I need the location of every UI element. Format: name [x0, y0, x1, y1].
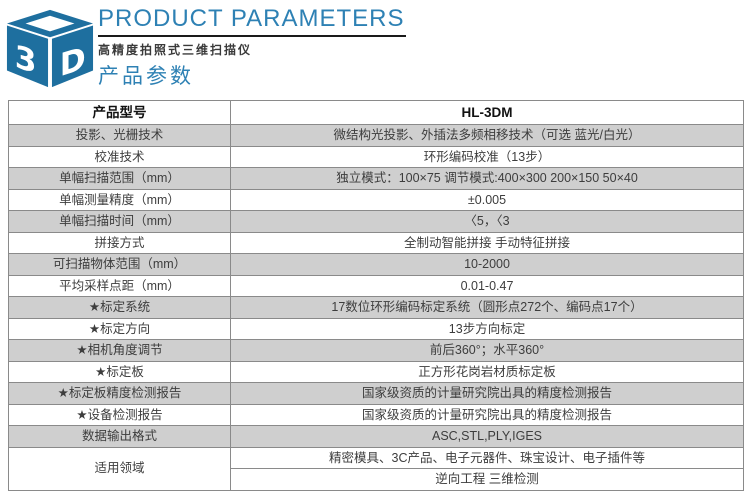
param-label-cell: 单幅测量精度（mm）	[8, 188, 231, 211]
table-row: 产品型号 HL-3DM	[8, 100, 744, 125]
param-label-cell: 拼接方式	[8, 231, 231, 254]
table-row: 可扫描物体范围（mm） 10-2000	[8, 253, 744, 276]
table-row: 平均采样点距（mm） 0.01-0.47	[8, 274, 744, 297]
table-row: 单幅扫描范围（mm） 独立模式：100×75 调节模式:400×300 200×1…	[8, 167, 744, 190]
param-value-cell: 国家级资质的计量研究院出具的精度检测报告	[230, 382, 744, 405]
param-label-cell: ★标定系统	[8, 296, 231, 319]
table-row: 逆向工程 三维检测	[9, 468, 744, 491]
param-value-cell: 环形编码校准（13步）	[230, 145, 744, 168]
3d-cube-logo-icon: 3 D	[5, 7, 95, 94]
param-label-cell: 适用领域	[8, 446, 231, 491]
param-label-cell: 投影、光栅技术	[8, 124, 231, 147]
param-value-cell: 微结构光投影、外插法多频相移技术（可选 蓝光/白光）	[230, 124, 744, 147]
param-label-cell: 产品型号	[8, 100, 231, 125]
param-label-cell: 可扫描物体范围（mm）	[8, 253, 231, 276]
param-label-cell: ★相机角度调节	[8, 339, 231, 362]
param-label-cell: 单幅扫描时间（mm）	[8, 210, 231, 233]
product-parameters-table: 产品型号 HL-3DM 投影、光栅技术 微结构光投影、外插法多频相移技术（可选 蓝光/…	[8, 100, 744, 491]
param-value-cell: 17数位环形编码标定系统（圆形点272个、编码点17个）	[230, 296, 744, 319]
section-title-cn: 产品参数	[98, 65, 194, 88]
param-label-cell: ★标定板精度检测报告	[8, 382, 231, 405]
table-row: 拼接方式 全制动智能拼接 手动特征拼接	[8, 231, 744, 254]
table-row: ★标定板精度检测报告 国家级资质的计量研究院出具的精度检测报告	[8, 382, 744, 405]
param-value-cell: 国家级资质的计量研究院出具的精度检测报告	[230, 403, 744, 426]
table-row: ★标定系统 17数位环形编码标定系统（圆形点272个、编码点17个）	[8, 296, 744, 319]
param-value-cell: HL-3DM	[230, 100, 744, 125]
param-label-cell: ★标定方向	[8, 317, 231, 340]
param-value-cell: 逆向工程 三维检测	[230, 468, 744, 491]
table-row: ★标定方向 13步方向标定	[8, 317, 744, 340]
param-value-cell: ASC,STL,PLY,IGES	[230, 425, 744, 448]
table-row: ★相机角度调节 前后360°；水平360°	[8, 339, 744, 362]
param-label-cell: ★标定板	[8, 360, 231, 383]
table-row: 单幅扫描时间（mm） 〈5，〈3	[8, 210, 744, 233]
table-row: ★设备检测报告 国家级资质的计量研究院出具的精度检测报告	[8, 403, 744, 426]
param-label-cell: 数据输出格式	[8, 425, 231, 448]
title-block: PRODUCT PARAMETERS 高精度拍照式三维扫描仪 产品参数	[98, 6, 407, 90]
subtitle-cn: 高精度拍照式三维扫描仪	[98, 43, 253, 57]
param-value-cell: 13步方向标定	[230, 317, 744, 340]
param-label-cell: 单幅扫描范围（mm）	[8, 167, 231, 190]
param-label-cell: ★设备检测报告	[8, 403, 231, 426]
param-label-cell: 平均采样点距（mm）	[8, 274, 231, 297]
table-row: 校准技术 环形编码校准（13步）	[8, 145, 744, 168]
param-value-cell: 全制动智能拼接 手动特征拼接	[230, 231, 744, 254]
param-value-cell: 精密模具、3C产品、电子元器件、珠宝设计、电子插件等	[230, 446, 744, 469]
page-title: PRODUCT PARAMETERS	[98, 6, 407, 37]
table-row: 适用领域 精密模具、3C产品、电子元器件、珠宝设计、电子插件等	[8, 446, 744, 491]
param-value-cell: 前后360°；水平360°	[230, 339, 744, 362]
param-value-cell: 0.01-0.47	[230, 274, 744, 297]
param-value-cell: ±0.005	[230, 188, 744, 211]
table-row: 单幅测量精度（mm） ±0.005	[8, 188, 744, 211]
page-header: 3 D PRODUCT PARAMETERS 高精度拍照式三维扫描仪 产品参数	[0, 0, 752, 100]
param-value-cell: 正方形花岗岩材质标定板	[230, 360, 744, 383]
param-value-cell: 〈5，〈3	[230, 210, 744, 233]
svg-text:D: D	[60, 39, 86, 84]
svg-text:3: 3	[15, 37, 37, 81]
table-row: ★标定板 正方形花岗岩材质标定板	[8, 360, 744, 383]
param-value-cell: 10-2000	[230, 253, 744, 276]
table-row: 投影、光栅技术 微结构光投影、外插法多频相移技术（可选 蓝光/白光）	[8, 124, 744, 147]
table-row: 数据输出格式 ASC,STL,PLY,IGES	[8, 425, 744, 448]
param-label-cell: 校准技术	[8, 145, 231, 168]
param-value-cell: 独立模式：100×75 调节模式:400×300 200×150 50×40	[230, 167, 744, 190]
